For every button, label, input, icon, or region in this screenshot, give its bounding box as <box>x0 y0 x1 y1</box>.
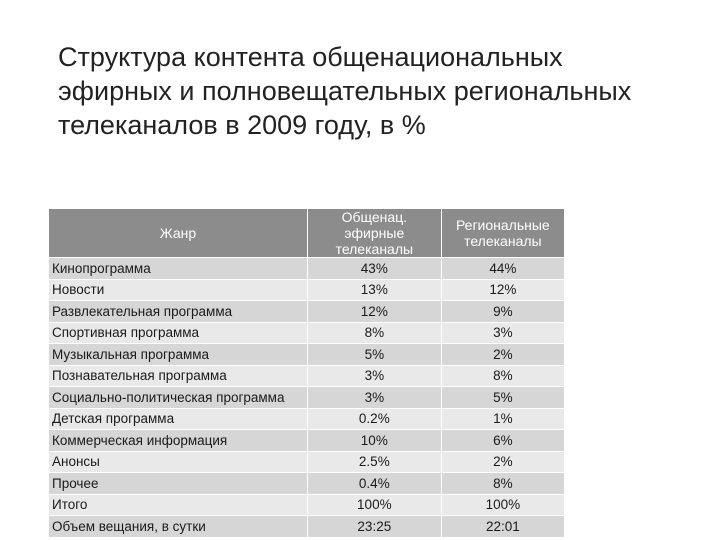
value-cell: 5% <box>440 386 566 409</box>
value-cell: 8% <box>440 472 566 495</box>
value-cell: 8% <box>306 321 442 344</box>
table-row: Прочее 0.4% 8% <box>48 472 566 495</box>
genre-cell: Кинопрограмма <box>48 257 308 280</box>
genre-cell: Музыкальная программа <box>48 343 308 366</box>
genre-cell: Детская программа <box>48 407 308 430</box>
table-row: Социально-политическая программа 3% 5% <box>48 386 566 409</box>
value-cell: 44% <box>440 257 566 280</box>
genre-cell: Познавательная программа <box>48 364 308 387</box>
value-cell: 12% <box>306 300 442 323</box>
value-cell: 3% <box>306 364 442 387</box>
value-cell: 100% <box>306 493 442 516</box>
data-table: Жанр Общенац. эфирные телеканалы Региональ… <box>48 208 566 538</box>
value-cell: 9% <box>440 300 566 323</box>
title-line: телеканалов в 2009 году, в % <box>58 110 426 140</box>
value-cell: 5% <box>306 343 442 366</box>
genre-cell: Спортивная программа <box>48 321 308 344</box>
table-row: Музыкальная программа 5% 2% <box>48 343 566 366</box>
value-cell: 0.4% <box>306 472 442 495</box>
table-body: Кинопрограмма 43% 44% Новости 13% 12% Развлека… <box>48 257 566 538</box>
value-cell: 3% <box>306 386 442 409</box>
title-line: эфирных и полновещательных региональных <box>58 76 632 106</box>
header-cell: Жанр <box>48 208 308 258</box>
value-cell: 23:25 <box>306 515 442 538</box>
value-cell: 22:01 <box>440 515 566 538</box>
value-cell: 0.2% <box>306 407 442 430</box>
genre-cell: Объем вещания, в сутки <box>48 515 308 538</box>
genre-cell: Коммерческая информация <box>48 429 308 452</box>
value-cell: 100% <box>440 493 566 516</box>
value-cell: 1% <box>440 407 566 430</box>
value-cell: 43% <box>306 257 442 280</box>
value-cell: 8% <box>440 364 566 387</box>
table-row: Развлекательная программа 12% 9% <box>48 300 566 323</box>
value-cell: 2.5% <box>306 450 442 473</box>
slide-title: Структура контента общенациональных эфирн… <box>58 40 631 142</box>
table-row: Итого 100% 100% <box>48 493 566 516</box>
table-row: Объем вещания, в сутки 23:25 22:01 <box>48 515 566 538</box>
value-cell: 2% <box>440 343 566 366</box>
genre-cell: Социально-политическая программа <box>48 386 308 409</box>
value-cell: 6% <box>440 429 566 452</box>
value-cell: 12% <box>440 278 566 301</box>
table-row: Коммерческая информация 10% 6% <box>48 429 566 452</box>
table-row: Анонсы 2.5% 2% <box>48 450 566 473</box>
table-row: Новости 13% 12% <box>48 278 566 301</box>
genre-cell: Новости <box>48 278 308 301</box>
table-row: Кинопрограмма 43% 44% <box>48 257 566 280</box>
table-row: Познавательная программа 3% 8% <box>48 364 566 387</box>
title-line: Структура контента общенациональных <box>58 42 563 72</box>
genre-cell: Итого <box>48 493 308 516</box>
genre-cell: Развлекательная программа <box>48 300 308 323</box>
value-cell: 3% <box>440 321 566 344</box>
genre-cell: Анонсы <box>48 450 308 473</box>
header-cell: Общенац. эфирные телеканалы <box>306 208 442 258</box>
genre-cell: Прочее <box>48 472 308 495</box>
value-cell: 2% <box>440 450 566 473</box>
value-cell: 13% <box>306 278 442 301</box>
value-cell: 10% <box>306 429 442 452</box>
table-row: Спортивная программа 8% 3% <box>48 321 566 344</box>
table-header: Жанр Общенац. эфирные телеканалы Региональ… <box>48 208 566 258</box>
table-row: Детская программа 0.2% 1% <box>48 407 566 430</box>
header-cell: Региональные телеканалы <box>440 208 566 258</box>
